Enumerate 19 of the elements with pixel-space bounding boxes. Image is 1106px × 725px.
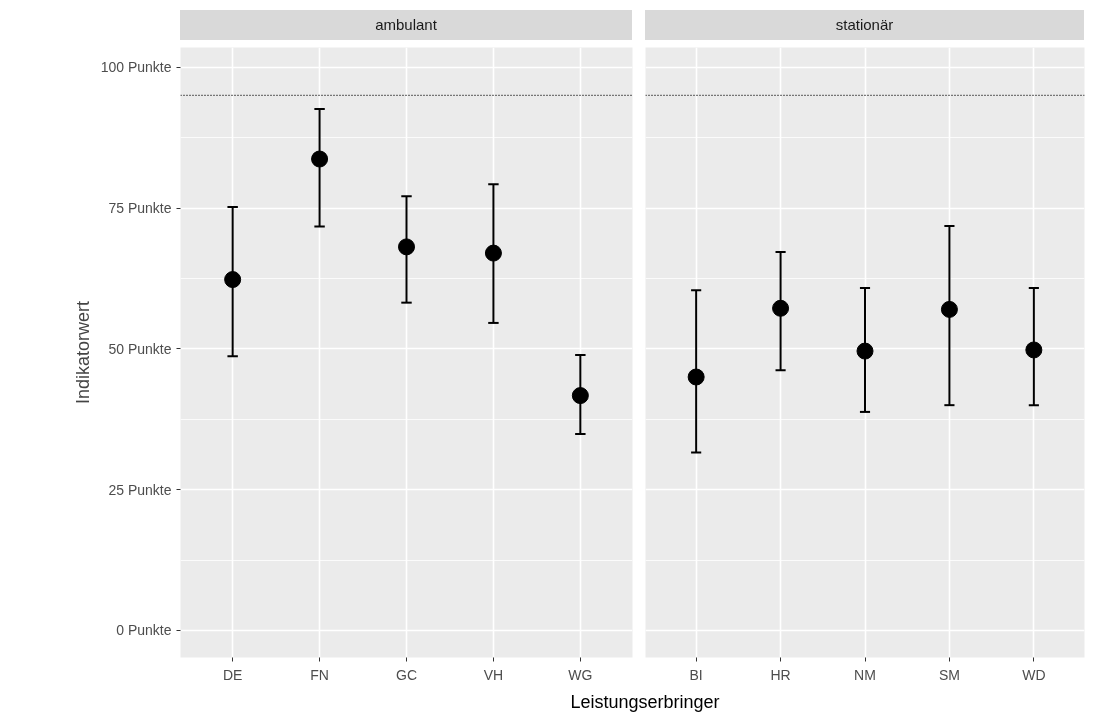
y-tick-label: 25 Punkte [108, 481, 172, 498]
y-axis-title: Indikatorwert [72, 300, 93, 405]
x-tick-label: SM [938, 666, 960, 683]
y-tick-label: 0 Punkte [116, 622, 172, 639]
y-tick-label: 100 Punkte [100, 59, 172, 76]
y-tick-label: 50 Punkte [108, 340, 172, 357]
x-tick-label: BI [689, 666, 703, 683]
x-tick-label: WG [568, 666, 593, 683]
x-tick-label: GC [396, 666, 417, 683]
x-tick-label: NM [854, 666, 876, 683]
chart-title: ambulant [375, 15, 437, 35]
x-tick-label: VH [483, 666, 504, 683]
x-tick-label: DE [222, 666, 243, 683]
x-tick-label: FN [310, 666, 329, 683]
x-axis-title: Leistungserbringer [570, 691, 720, 714]
x-tick-label: WD [1022, 666, 1046, 683]
y-tick-label: 75 Punkte [108, 200, 172, 217]
x-tick-label: HR [770, 666, 791, 683]
chart-title: stationär [835, 15, 894, 35]
